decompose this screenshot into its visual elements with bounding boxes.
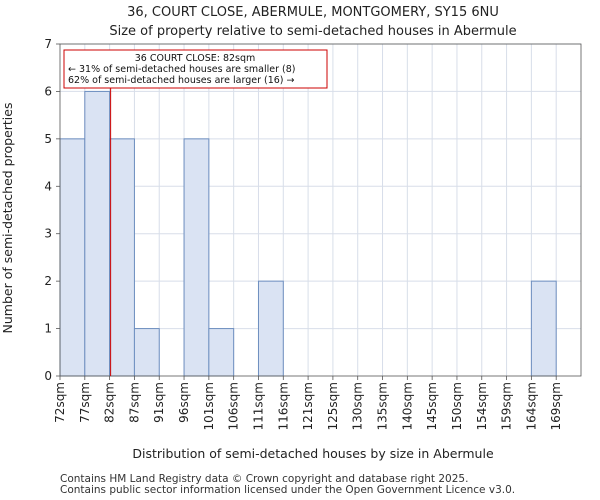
bar-111sqm bbox=[257, 280, 284, 377]
y-tick-label: 7 bbox=[44, 37, 52, 51]
annotation-line-3: 62% of semi-detached houses are larger (… bbox=[68, 75, 295, 86]
grid bbox=[60, 43, 581, 376]
x-tick-label-91sqm: 91sqm bbox=[152, 382, 166, 423]
x-tick-label-164sqm: 164sqm bbox=[524, 382, 538, 430]
bar-101sqm bbox=[208, 328, 235, 377]
x-tick-label-116sqm: 116sqm bbox=[276, 382, 290, 430]
bar-164sqm bbox=[530, 280, 557, 377]
y-tick-label: 0 bbox=[44, 369, 52, 383]
x-tick-label-111sqm: 111sqm bbox=[251, 382, 265, 430]
annotation-box: 36 COURT CLOSE: 82sqm ← 31% of semi-deta… bbox=[63, 49, 328, 89]
y-tick-label: 2 bbox=[44, 274, 52, 288]
bars bbox=[59, 90, 557, 377]
y-tick-label: 4 bbox=[44, 179, 52, 193]
bar-72sqm bbox=[59, 138, 86, 377]
y-tick-label: 6 bbox=[44, 84, 52, 98]
x-tick-label-140sqm: 140sqm bbox=[400, 382, 414, 430]
x-axis-label: Distribution of semi-detached houses by … bbox=[132, 446, 494, 461]
x-tick-label-101sqm: 101sqm bbox=[202, 382, 216, 430]
x-axis-ticks: 72sqm 77sqm 82sqm 87sqm 91sqm 96sqm 101sqm 106s… bbox=[53, 376, 563, 430]
x-tick-label-169sqm: 169sqm bbox=[549, 382, 563, 430]
x-tick-label-145sqm: 145sqm bbox=[425, 382, 439, 430]
y-tick-label: 5 bbox=[44, 132, 52, 146]
plot-frame bbox=[59, 43, 582, 377]
y-tick-label: 3 bbox=[44, 227, 52, 241]
footer-line-1: Contains HM Land Registry data © Crown c… bbox=[60, 473, 469, 485]
bar-96sqm bbox=[183, 138, 210, 377]
x-tick-label-150sqm: 150sqm bbox=[450, 382, 464, 430]
x-tick-label-125sqm: 125sqm bbox=[326, 382, 340, 430]
annotation-line-2: ← 31% of semi-detached houses are smalle… bbox=[68, 64, 296, 75]
footer-line-2: Contains public sector information licen… bbox=[60, 484, 516, 496]
x-tick-label-87sqm: 87sqm bbox=[127, 382, 141, 423]
bar-82sqm bbox=[109, 138, 135, 377]
x-tick-label-121sqm: 121sqm bbox=[301, 382, 315, 430]
annotation-frame bbox=[63, 49, 328, 89]
x-tick-label-135sqm: 135sqm bbox=[376, 382, 390, 430]
bar-77sqm bbox=[84, 90, 111, 377]
x-tick-label-130sqm: 130sqm bbox=[351, 382, 365, 430]
x-tick-label-159sqm: 159sqm bbox=[500, 382, 514, 430]
y-tick-label: 1 bbox=[44, 322, 52, 336]
annotation-line-1: 36 COURT CLOSE: 82sqm bbox=[135, 53, 256, 64]
y-axis-label: Number of semi-detached properties bbox=[0, 103, 15, 334]
x-tick-label-82sqm: 82sqm bbox=[103, 382, 117, 423]
y-axis-ticks: 0 1 2 3 4 5 6 7 bbox=[44, 37, 60, 383]
x-tick-label-154sqm: 154sqm bbox=[475, 382, 489, 430]
chart-title: 36, COURT CLOSE, ABERMULE, MONTGOMERY, S… bbox=[127, 5, 499, 20]
x-tick-label-77sqm: 77sqm bbox=[78, 382, 92, 423]
chart-subtitle: Size of property relative to semi-detach… bbox=[109, 24, 516, 39]
x-tick-label-106sqm: 106sqm bbox=[227, 382, 241, 430]
x-tick-label-72sqm: 72sqm bbox=[53, 382, 67, 423]
x-tick-label-96sqm: 96sqm bbox=[177, 382, 191, 423]
bar-87sqm bbox=[133, 328, 160, 377]
